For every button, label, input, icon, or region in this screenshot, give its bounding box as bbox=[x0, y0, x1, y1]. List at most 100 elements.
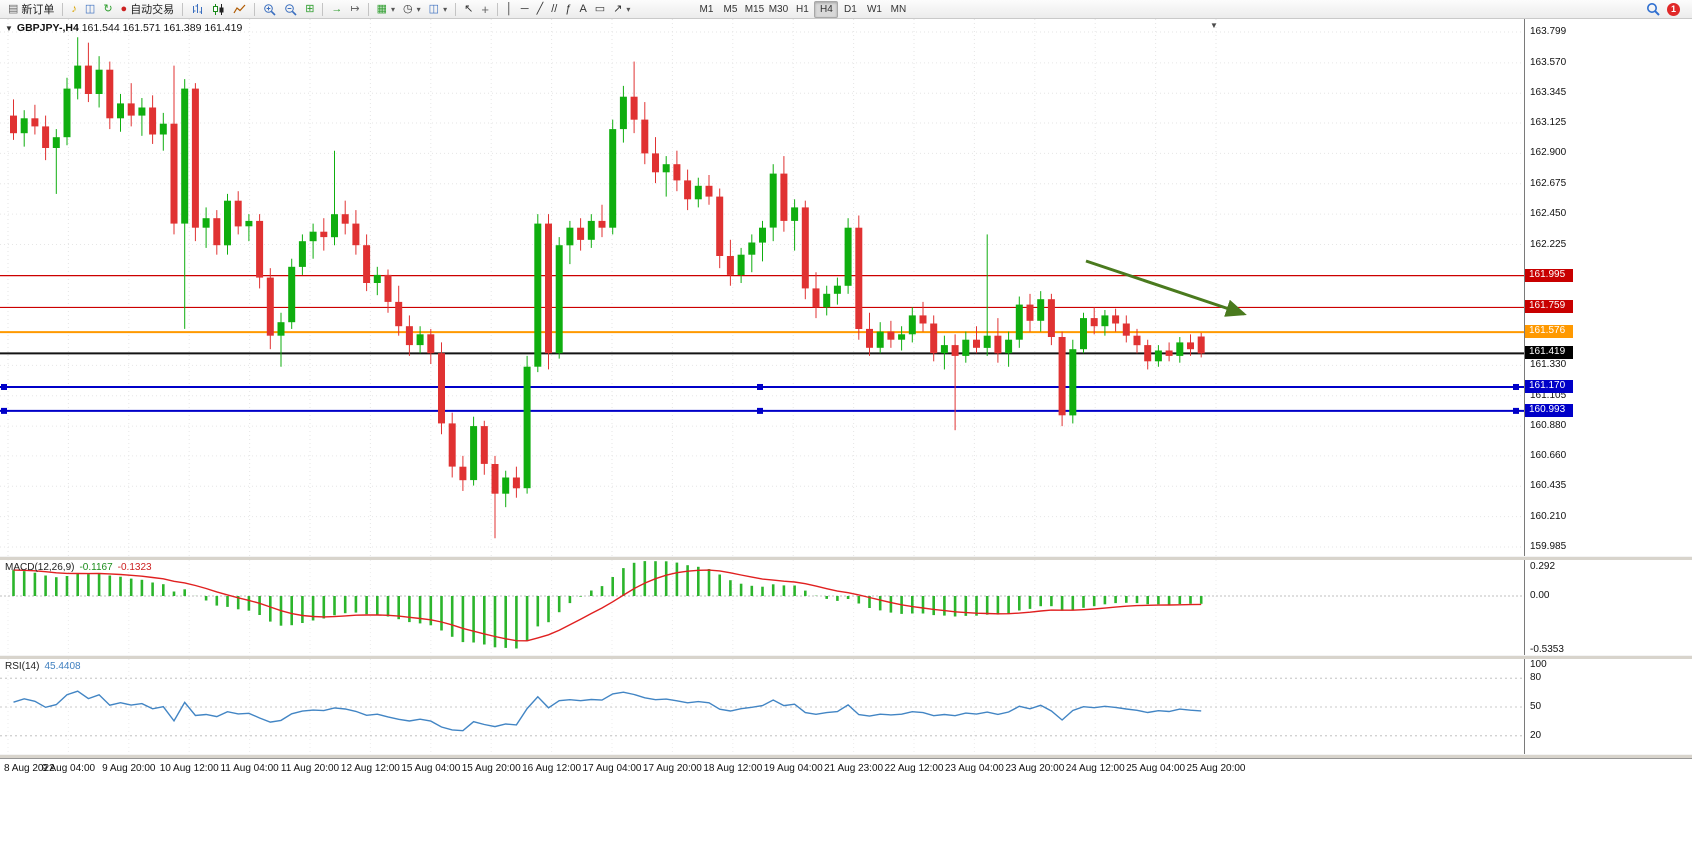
cursor-icon: ↖ bbox=[464, 2, 474, 15]
auto-scroll-icon: → bbox=[331, 2, 343, 15]
templates-dropdown[interactable]: ◫ ▾ bbox=[425, 1, 451, 18]
timeframe-h1[interactable]: H1 bbox=[790, 1, 814, 18]
autotrading-button[interactable]: ● 自动交易 bbox=[117, 1, 179, 18]
line-chart-button[interactable] bbox=[229, 1, 250, 18]
candlestick-chart[interactable] bbox=[0, 19, 1524, 557]
zoom-in-button[interactable] bbox=[259, 1, 280, 18]
cursor-button[interactable]: ↖ bbox=[460, 1, 477, 18]
chevron-down-icon: ▾ bbox=[626, 4, 631, 14]
candlestick-chart-button[interactable] bbox=[208, 1, 229, 18]
macd-signal-value: -0.1323 bbox=[117, 562, 152, 573]
price-axis-label: 160.435 bbox=[1530, 480, 1567, 492]
horizontal-line-button[interactable]: ─ bbox=[517, 1, 533, 18]
macd-axis-label: 0.00 bbox=[1530, 590, 1550, 601]
auto-scroll-button[interactable]: → bbox=[327, 1, 346, 18]
mobile-icon: ◫ bbox=[84, 2, 96, 15]
periods-dropdown[interactable]: ◷ ▾ bbox=[399, 1, 425, 18]
timeframe-w1[interactable]: W1 bbox=[862, 1, 886, 18]
autotrading-icon: ● bbox=[120, 2, 128, 15]
time-axis-label: 11 Aug 20:00 bbox=[280, 763, 340, 774]
time-axis-label: 15 Aug 20:00 bbox=[461, 763, 521, 774]
notification-badge[interactable]: 1 bbox=[1667, 2, 1680, 16]
crosshair-button[interactable]: + bbox=[477, 1, 493, 18]
macd-pane[interactable]: MACD(12,26,9) -0.1167 -0.1323 bbox=[0, 560, 1524, 656]
crosshair-icon: + bbox=[481, 1, 489, 17]
timeframe-m5[interactable]: M5 bbox=[718, 1, 742, 18]
price-tag: 161.170 bbox=[1525, 379, 1573, 393]
price-axis-label: 163.799 bbox=[1530, 26, 1567, 37]
rsi-axis-label: 100 bbox=[1530, 659, 1547, 670]
toolbar-separator bbox=[322, 2, 324, 16]
tile-windows-icon: ⊞ bbox=[305, 2, 315, 15]
rsi-axis[interactable]: 100 80 50 20 bbox=[1524, 659, 1692, 755]
chart-shift-button[interactable]: ↦ bbox=[346, 1, 363, 18]
rsi-chart[interactable] bbox=[0, 659, 1524, 755]
time-axis-label: 19 Aug 04:00 bbox=[763, 763, 823, 774]
timeframe-d1[interactable]: D1 bbox=[838, 1, 862, 18]
price-axis-label: 163.345 bbox=[1530, 87, 1567, 99]
rsi-axis-label: 20 bbox=[1530, 729, 1542, 741]
vertical-line-icon: │ bbox=[505, 2, 513, 15]
tile-windows-button[interactable]: ⊞ bbox=[301, 1, 318, 18]
price-tag: 161.995 bbox=[1525, 268, 1573, 282]
price-axis-label: 163.570 bbox=[1530, 56, 1567, 68]
timeframe-h4[interactable]: H4 bbox=[814, 0, 839, 18]
quote-high: 161.571 bbox=[122, 22, 161, 34]
toolbar-separator bbox=[254, 2, 256, 16]
price-axis[interactable]: 163.799 163.570 163.345 163.125 162.900 162.6… bbox=[1524, 19, 1692, 557]
time-axis-label: 17 Aug 04:00 bbox=[582, 763, 642, 774]
timeframe-mn[interactable]: MN bbox=[886, 1, 910, 18]
zoom-out-button[interactable] bbox=[280, 1, 301, 18]
price-tag: 161.759 bbox=[1525, 300, 1573, 314]
price-tag: 161.576 bbox=[1525, 325, 1573, 339]
mobile-terminal-button[interactable]: ◫ bbox=[81, 1, 99, 18]
time-axis-label: 16 Aug 12:00 bbox=[522, 763, 582, 774]
macd-axis-label: -0.5353 bbox=[1530, 643, 1564, 655]
macd-axis[interactable]: 0.292 0.00 -0.5353 bbox=[1524, 560, 1692, 656]
autotrading-label: 自动交易 bbox=[130, 4, 175, 16]
search-icon[interactable] bbox=[1646, 2, 1660, 16]
bar-chart-icon bbox=[193, 3, 203, 14]
text-tool-button[interactable]: A bbox=[575, 1, 590, 18]
macd-main-value: -0.1167 bbox=[79, 562, 113, 573]
sounds-button[interactable]: ♪ bbox=[67, 1, 81, 18]
price-axis-label: 162.675 bbox=[1530, 177, 1567, 189]
rsi-axis-label: 80 bbox=[1530, 672, 1542, 684]
chart-shift-marker[interactable]: ▼ bbox=[1210, 21, 1218, 30]
fibonacci-button[interactable]: ƒ bbox=[561, 1, 575, 18]
one-click-collapse-icon[interactable]: ▼ bbox=[5, 24, 13, 33]
chevron-down-icon: ▾ bbox=[443, 4, 448, 14]
main-chart-pane[interactable]: ▼ GBPJPY-,H4 161.544 161.571 161.389 161.… bbox=[0, 19, 1524, 557]
text-label-button[interactable]: ▭ bbox=[591, 1, 609, 18]
rsi-axis-label: 50 bbox=[1530, 701, 1542, 712]
timeframe-m15[interactable]: M15 bbox=[742, 1, 766, 18]
time-axis-label: 12 Aug 12:00 bbox=[340, 763, 400, 774]
quote-low: 161.389 bbox=[163, 22, 202, 34]
timeframe-m30[interactable]: M30 bbox=[766, 1, 790, 18]
macd-chart[interactable] bbox=[0, 560, 1524, 656]
shapes-dropdown[interactable]: ↗ ▾ bbox=[609, 1, 634, 18]
price-axis-label: 159.985 bbox=[1530, 541, 1567, 552]
time-axis-label: 9 Aug 04:00 bbox=[41, 763, 96, 774]
rsi-label-row: RSI(14) 45.4408 bbox=[5, 661, 81, 672]
rsi-pane[interactable]: RSI(14) 45.4408 bbox=[0, 659, 1524, 755]
bar-chart-button[interactable] bbox=[187, 1, 208, 18]
refresh-button[interactable]: ↻ bbox=[99, 1, 116, 18]
new-chart-dropdown[interactable]: ▦ ▾ bbox=[373, 1, 399, 18]
channel-button[interactable]: // bbox=[547, 1, 561, 18]
price-tag: 160.993 bbox=[1525, 403, 1573, 417]
time-axis-label: 15 Aug 04:00 bbox=[401, 763, 461, 774]
trendline-button[interactable]: ╱ bbox=[533, 1, 548, 18]
chart-shift-icon: ↦ bbox=[350, 2, 360, 15]
time-axis-label: 18 Aug 12:00 bbox=[703, 763, 763, 774]
time-axis[interactable]: 8 Aug 2022 9 Aug 04:00 9 Aug 20:00 10 Aug 1… bbox=[0, 759, 1692, 779]
price-axis-label: 162.450 bbox=[1530, 208, 1567, 220]
quote-close: 161.419 bbox=[204, 22, 243, 34]
new-order-button[interactable]: ▤ 新订单 bbox=[4, 1, 58, 18]
vertical-line-button[interactable]: │ bbox=[502, 1, 517, 18]
timeframe-m1[interactable]: M1 bbox=[694, 1, 718, 18]
price-axis-label: 162.225 bbox=[1530, 238, 1567, 250]
price-axis-label: 161.330 bbox=[1530, 359, 1567, 371]
new-order-icon: ▤ bbox=[8, 2, 19, 15]
toolbar-separator bbox=[367, 2, 369, 16]
